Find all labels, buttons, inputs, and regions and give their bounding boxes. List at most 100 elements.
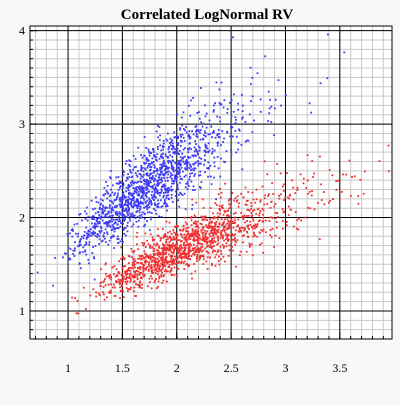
series-1-point xyxy=(141,194,144,197)
series-1-point xyxy=(147,150,150,153)
series-2-point xyxy=(221,204,224,207)
series-1-point xyxy=(114,192,117,195)
series-2-point xyxy=(252,254,254,257)
series-2-point xyxy=(292,198,295,201)
series-1-point xyxy=(225,150,228,152)
series-2-point xyxy=(183,241,186,244)
series-2-point xyxy=(228,203,231,206)
series-1-point xyxy=(167,160,169,163)
series-1-point xyxy=(186,188,189,191)
series-1-point xyxy=(212,110,215,113)
series-2-point xyxy=(270,236,273,239)
series-1-point xyxy=(102,204,104,207)
series-2-point xyxy=(132,275,135,277)
series-1-point xyxy=(127,214,130,217)
series-1-point xyxy=(102,206,105,209)
series-2-point xyxy=(136,284,139,287)
series-1-point xyxy=(155,212,158,215)
series-2-point xyxy=(160,273,163,276)
series-2-point xyxy=(190,224,193,227)
series-1-point xyxy=(80,235,83,238)
series-1-point xyxy=(249,66,252,69)
series-2-point xyxy=(142,266,144,269)
series-1-point xyxy=(162,161,165,164)
series-2-point xyxy=(195,230,198,233)
series-2-point xyxy=(151,236,154,239)
series-2-point xyxy=(238,226,241,229)
series-2-point xyxy=(121,281,124,283)
series-1-point xyxy=(158,215,160,218)
series-2-point xyxy=(164,261,167,264)
series-1-point xyxy=(171,155,174,158)
series-1-point xyxy=(127,199,129,202)
series-1-point xyxy=(182,160,185,163)
series-1-point xyxy=(155,156,158,159)
series-2-point xyxy=(286,172,288,174)
series-1-point xyxy=(176,176,179,179)
series-1-point xyxy=(179,127,182,130)
series-2-point xyxy=(269,229,272,231)
series-1-point xyxy=(166,171,169,173)
series-1-point xyxy=(143,212,146,215)
series-1-point xyxy=(132,154,135,157)
series-2-point xyxy=(76,299,79,302)
series-2-point xyxy=(180,249,182,251)
series-2-point xyxy=(195,235,198,238)
series-2-point xyxy=(161,243,164,245)
series-2-point xyxy=(224,234,227,237)
series-2-point xyxy=(176,255,179,258)
series-2-point xyxy=(134,295,137,297)
series-1-point xyxy=(229,135,232,138)
series-2-point xyxy=(103,298,106,301)
series-1-point xyxy=(189,163,191,166)
series-1-point xyxy=(113,194,116,196)
series-2-point xyxy=(258,214,260,217)
series-1-point xyxy=(126,178,129,180)
series-1-point xyxy=(94,212,97,215)
series-1-point xyxy=(121,212,124,214)
series-2-point xyxy=(154,263,157,266)
series-2-point xyxy=(162,267,164,269)
series-1-point xyxy=(89,228,92,231)
series-1-point xyxy=(114,205,117,208)
series-2-point xyxy=(185,227,188,230)
series-2-point xyxy=(188,257,190,260)
series-1-point xyxy=(237,148,240,151)
series-1-point xyxy=(122,214,125,217)
series-1-point xyxy=(149,177,152,179)
series-1-point xyxy=(230,99,233,102)
series-2-point xyxy=(162,253,165,256)
series-2-point xyxy=(164,249,167,252)
series-2-point xyxy=(180,240,183,242)
series-1-point xyxy=(108,224,110,227)
series-2-point xyxy=(220,230,223,232)
series-1-point xyxy=(128,193,131,196)
series-2-point xyxy=(185,263,188,266)
series-2-point xyxy=(214,222,216,225)
series-2-point xyxy=(206,219,209,222)
series-1-point xyxy=(127,207,130,210)
series-1-point xyxy=(102,210,105,213)
series-1-point xyxy=(166,139,169,142)
series-2-point xyxy=(158,252,161,255)
series-1-point xyxy=(259,110,262,113)
series-1-point xyxy=(217,133,220,136)
series-2-point xyxy=(127,276,130,279)
series-1-point xyxy=(158,126,161,128)
series-1-point xyxy=(126,224,129,227)
series-1-point xyxy=(206,167,209,170)
series-2-point xyxy=(202,263,205,265)
series-1-point xyxy=(326,77,329,80)
series-2-point xyxy=(109,274,112,277)
series-1-point xyxy=(107,210,110,213)
series-2-point xyxy=(226,210,229,213)
series-1-point xyxy=(99,231,102,234)
series-2-point xyxy=(135,270,138,272)
series-2-point xyxy=(223,209,226,212)
series-2-point xyxy=(162,249,165,252)
series-1-point xyxy=(217,129,220,131)
series-2-point xyxy=(285,220,288,223)
series-1-point xyxy=(115,210,118,213)
series-2-point xyxy=(236,224,239,227)
series-2-point xyxy=(158,259,161,262)
